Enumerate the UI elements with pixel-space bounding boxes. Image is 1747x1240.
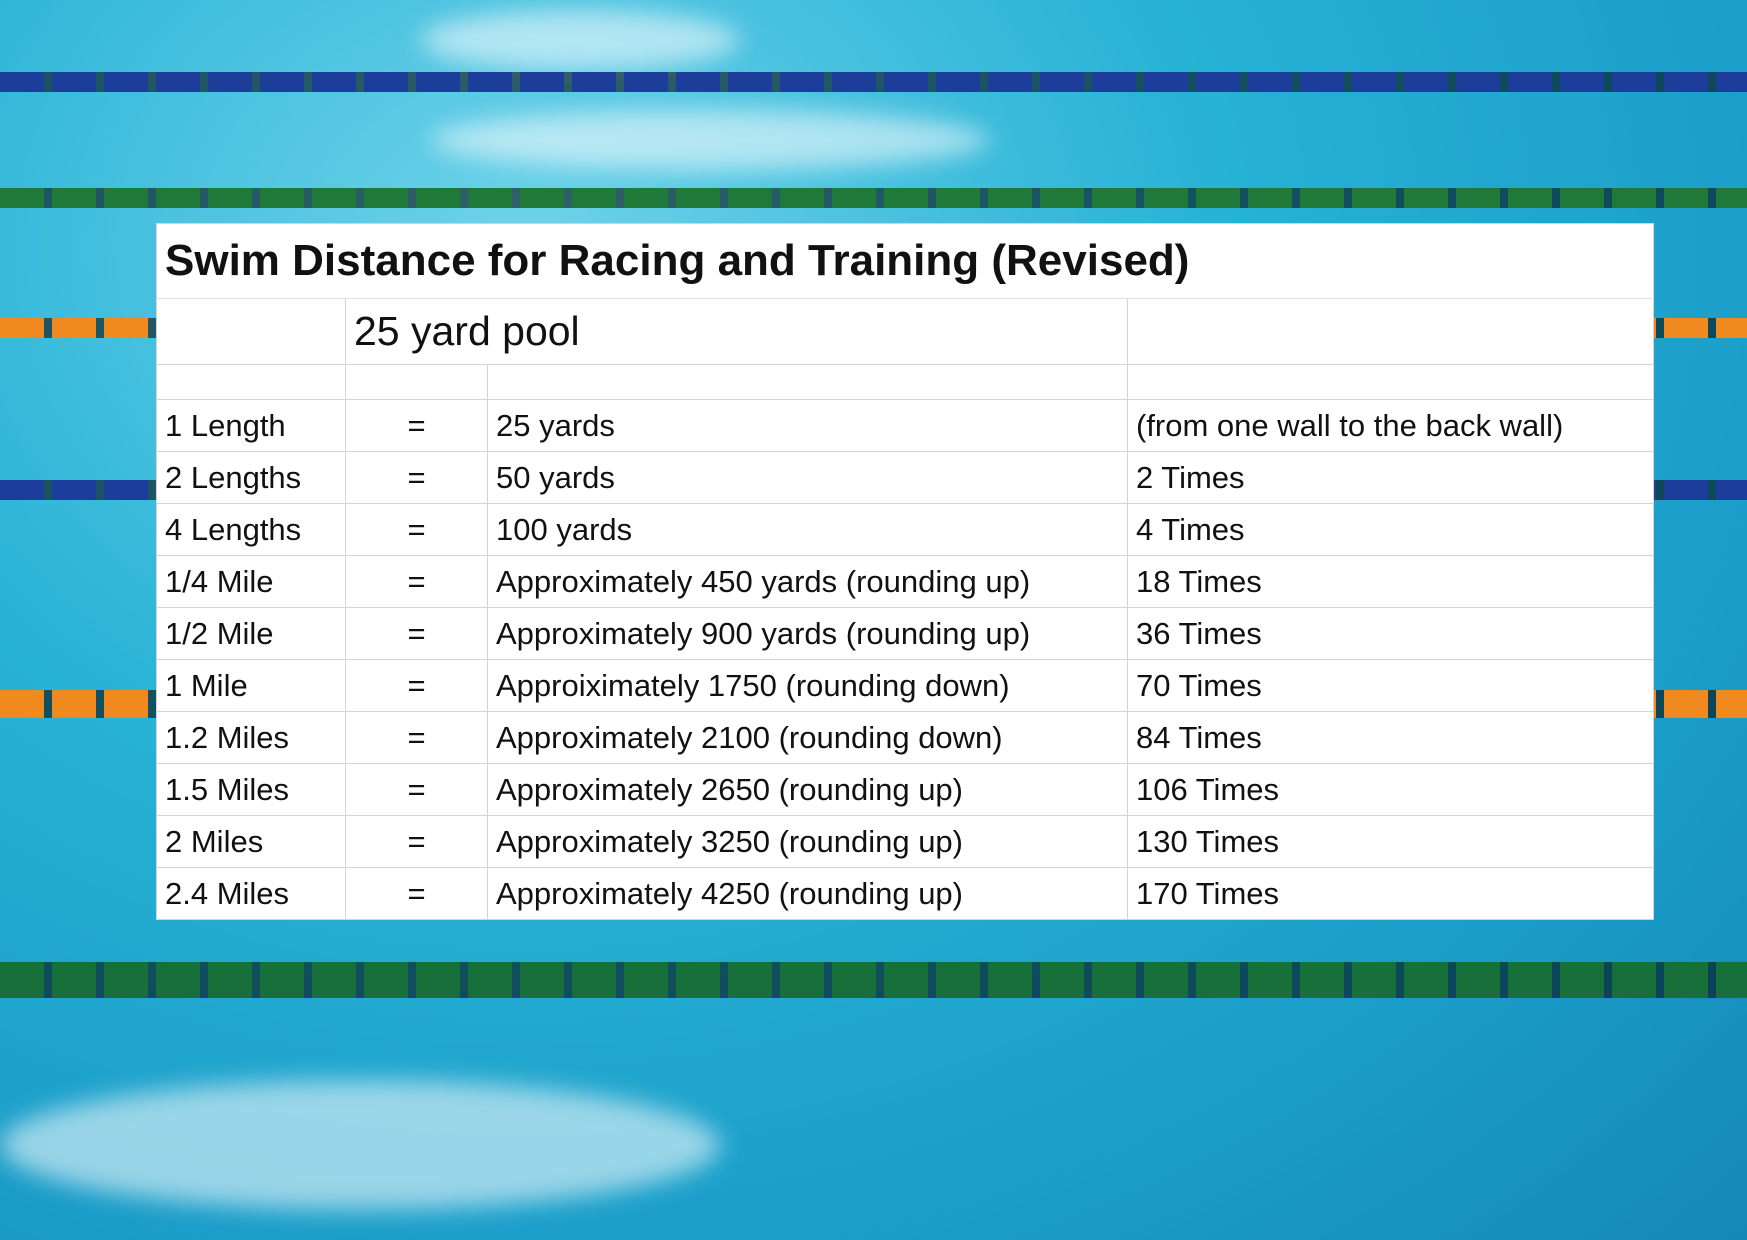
cell <box>156 298 346 365</box>
lane-rope <box>0 188 1747 208</box>
table-row: 1 Length = 25 yards (from one wall to the b… <box>156 399 1655 452</box>
lane-rope <box>0 72 1747 92</box>
table-cell: = <box>345 555 488 608</box>
table-cell: 2 Times <box>1126 451 1655 504</box>
table-row: 1/4 Mile = Approximately 450 yards (roundi… <box>156 555 1655 608</box>
cell <box>156 364 346 400</box>
table-cell: = <box>345 867 488 920</box>
table-row: 2 Miles = Approximately 3250 (rounding up)… <box>156 815 1655 868</box>
table-row: 1 Mile = Approiximately 1750 (rounding dow… <box>156 659 1655 712</box>
cell <box>345 364 488 400</box>
table-cell: 70 Times <box>1126 659 1655 712</box>
table-cell: 4 Times <box>1126 503 1655 556</box>
table-cell: = <box>345 607 488 660</box>
table-cell: 1/2 Mile <box>156 607 346 660</box>
table-cell: 50 yards <box>487 451 1128 504</box>
table-cell: Approximately 450 yards (rounding up) <box>487 555 1128 608</box>
splash <box>0 1080 720 1210</box>
table-row: 4 Lengths = 100 yards 4 Times <box>156 503 1655 556</box>
table-cell: 1.2 Miles <box>156 711 346 764</box>
table-cell: Approximately 4250 (rounding up) <box>487 867 1128 920</box>
table-cell: Approximately 3250 (rounding up) <box>487 815 1128 868</box>
subtitle-row: 25 yard pool <box>156 298 1655 365</box>
table-cell: = <box>345 815 488 868</box>
cell <box>1126 298 1655 365</box>
distance-table: Swim Distance for Racing and Training (R… <box>155 223 1655 920</box>
table-cell: Approximately 2650 (rounding up) <box>487 763 1128 816</box>
table-cell: 36 Times <box>1126 607 1655 660</box>
table-row: 1/2 Mile = Approximately 900 yards (roundi… <box>156 607 1655 660</box>
table-cell: = <box>345 451 488 504</box>
subtitle: 25 yard pool <box>345 298 1128 365</box>
table-row: 2.4 Miles = Approximately 4250 (rounding u… <box>156 867 1655 920</box>
table-cell: 2 Lengths <box>156 451 346 504</box>
table-cell: = <box>345 711 488 764</box>
table-cell: 130 Times <box>1126 815 1655 868</box>
table-row: 1.2 Miles = Approximately 2100 (rounding d… <box>156 711 1655 764</box>
table-cell: Approximately 2100 (rounding down) <box>487 711 1128 764</box>
table-cell: 2.4 Miles <box>156 867 346 920</box>
table-cell: (from one wall to the back wall) <box>1126 399 1655 452</box>
table-body: Swim Distance for Racing and Training (R… <box>155 223 1655 920</box>
title-row: Swim Distance for Racing and Training (R… <box>155 223 1655 299</box>
table-cell: 2 Miles <box>156 815 346 868</box>
table-cell: 18 Times <box>1126 555 1655 608</box>
table-cell: = <box>345 503 488 556</box>
splash <box>430 110 990 170</box>
table-cell: 170 Times <box>1126 867 1655 920</box>
table-cell: 1 Mile <box>156 659 346 712</box>
table-cell: = <box>345 399 488 452</box>
cell <box>1126 364 1655 400</box>
table-cell: 4 Lengths <box>156 503 346 556</box>
table-cell: 1 Length <box>156 399 346 452</box>
table-cell: 84 Times <box>1126 711 1655 764</box>
table-cell: 1/4 Mile <box>156 555 346 608</box>
table-cell: Approiximately 1750 (rounding down) <box>487 659 1128 712</box>
table-cell: 106 Times <box>1126 763 1655 816</box>
table-cell: 100 yards <box>487 503 1128 556</box>
splash <box>420 10 740 70</box>
table-row: 2 Lengths = 50 yards 2 Times <box>156 451 1655 504</box>
table-cell: Approximately 900 yards (rounding up) <box>487 607 1128 660</box>
table-cell: = <box>345 659 488 712</box>
title: Swim Distance for Racing and Training (R… <box>155 223 1655 299</box>
table-row: 1.5 Miles = Approximately 2650 (rounding u… <box>156 763 1655 816</box>
table-cell: = <box>345 763 488 816</box>
cell <box>487 364 1128 400</box>
table-cell: 1.5 Miles <box>156 763 346 816</box>
table-cell: 25 yards <box>487 399 1128 452</box>
empty-row <box>156 364 1655 400</box>
lane-rope <box>0 962 1747 998</box>
